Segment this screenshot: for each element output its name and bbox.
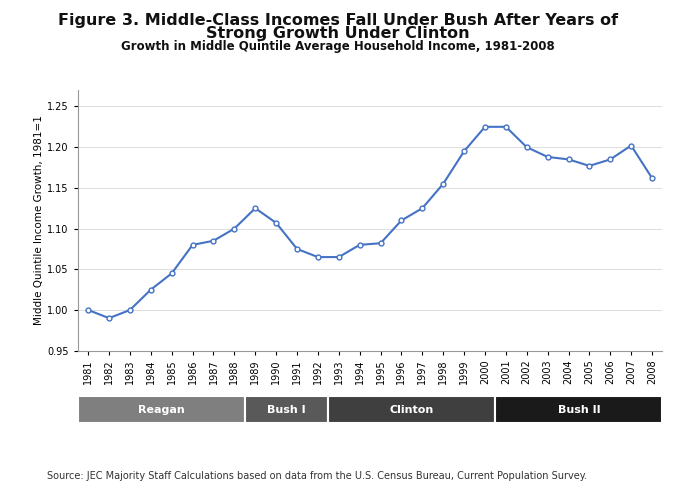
Text: Source: JEC Majority Staff Calculations based on data from the U.S. Census Burea: Source: JEC Majority Staff Calculations … <box>47 471 587 481</box>
Bar <box>245 396 329 423</box>
Text: Strong Growth Under Clinton: Strong Growth Under Clinton <box>206 26 470 41</box>
Text: Bush I: Bush I <box>267 405 306 414</box>
Bar <box>78 396 245 423</box>
Text: Bush II: Bush II <box>558 405 600 414</box>
Text: Reagan: Reagan <box>138 405 185 414</box>
Bar <box>329 396 496 423</box>
Bar <box>496 396 662 423</box>
Text: Clinton: Clinton <box>390 405 434 414</box>
Text: Growth in Middle Quintile Average Household Income, 1981-2008: Growth in Middle Quintile Average Househ… <box>121 40 555 53</box>
Text: Figure 3. Middle-Class Incomes Fall Under Bush After Years of: Figure 3. Middle-Class Incomes Fall Unde… <box>58 13 618 28</box>
Y-axis label: Middle Quintile Income Growth, 1981=1: Middle Quintile Income Growth, 1981=1 <box>34 116 45 325</box>
